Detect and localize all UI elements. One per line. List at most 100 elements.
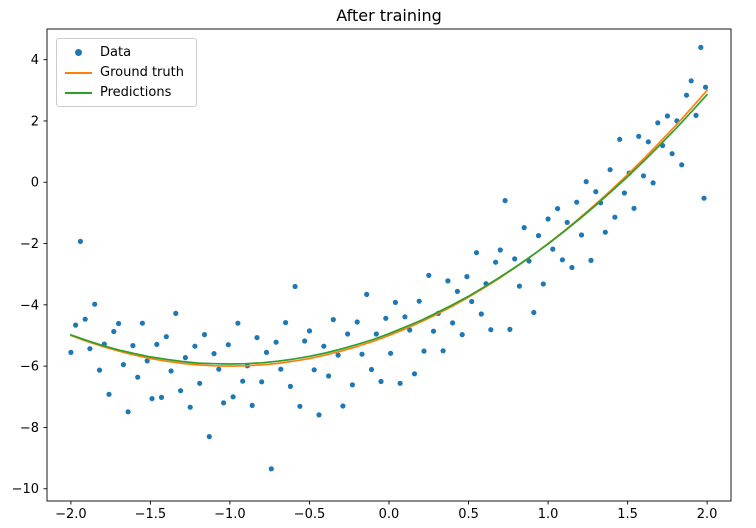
data-point: [125, 409, 131, 415]
data-point: [249, 402, 255, 408]
data-point: [221, 400, 227, 406]
x-tick-label: −1.0: [214, 507, 246, 522]
data-point: [178, 388, 184, 394]
data-point: [96, 367, 103, 373]
data-point: [555, 206, 561, 212]
x-tick-label: 1.0: [538, 507, 559, 522]
data-point: [354, 319, 360, 325]
predictions-line-icon: [65, 91, 92, 94]
data-point: [701, 195, 707, 201]
data-point: [411, 371, 418, 377]
data-point: [564, 219, 570, 225]
data-point: [225, 342, 231, 348]
data-point: [617, 136, 623, 142]
data-point: [235, 320, 241, 326]
data-point: [68, 349, 74, 355]
ground-truth-line: [70, 89, 708, 367]
legend-marker-box: [65, 67, 92, 79]
data-point: [73, 322, 79, 328]
data-point: [197, 380, 203, 386]
data-point: [578, 232, 585, 238]
data-point: [182, 355, 188, 361]
legend-marker-box: [65, 87, 92, 99]
y-axis: −10 −8 −6 −4 −2 0 2 4: [12, 53, 47, 497]
data-point: [540, 281, 546, 287]
data-point: [631, 205, 637, 211]
data-point: [82, 316, 88, 322]
x-axis: −2.0 −1.5 −1.0 −0.5 0.0 0.5 1.0 1.5 2.0: [55, 501, 717, 522]
data-point: [106, 391, 112, 397]
data-point: [273, 339, 279, 345]
data-point: [512, 256, 518, 262]
data-point: [545, 216, 551, 222]
x-tick-label: −2.0: [55, 507, 87, 522]
data-point: [702, 84, 709, 90]
data-point: [116, 320, 122, 327]
data-point: [531, 309, 537, 316]
x-tick-label: 0.5: [458, 507, 479, 522]
x-tick-label: 0.0: [379, 507, 400, 522]
data-point: [139, 320, 145, 326]
data-point: [664, 113, 671, 119]
data-point: [321, 343, 327, 349]
data-point: [326, 373, 332, 379]
y-tick-label: 0: [31, 176, 39, 191]
data-point: [120, 362, 126, 368]
data-point: [493, 259, 499, 265]
data-point: [655, 120, 661, 126]
ground-truth-line-icon: [65, 71, 92, 74]
legend-item-data: Data: [65, 45, 184, 60]
data-point: [636, 133, 642, 139]
data-point: [645, 139, 651, 145]
y-tick-label: −6: [20, 360, 39, 375]
data-point: [154, 341, 160, 347]
y-tick-label: −2: [20, 237, 39, 252]
data-point: [168, 368, 174, 374]
data-point: [278, 366, 284, 372]
data-point: [340, 403, 346, 409]
data-point: [311, 367, 317, 373]
data-point: [135, 374, 141, 380]
data-point: [516, 283, 523, 289]
data-point: [521, 225, 527, 231]
data-point: [388, 350, 394, 356]
legend-item-ground-truth: Ground truth: [65, 65, 184, 80]
data-point: [426, 272, 432, 278]
y-tick-label: 2: [31, 114, 39, 129]
data-point: [574, 199, 580, 205]
data-point: [430, 328, 437, 334]
data-point: [254, 335, 260, 341]
legend-label-predictions: Predictions: [100, 85, 172, 100]
data-point: [640, 173, 647, 179]
data-point: [216, 366, 222, 372]
x-tick-label: 1.5: [617, 507, 638, 522]
y-tick-label: 4: [31, 53, 39, 68]
data-point: [349, 382, 355, 388]
x-tick-label: 2.0: [697, 507, 718, 522]
data-point: [144, 358, 150, 364]
data-point: [488, 327, 494, 333]
data-point: [559, 257, 566, 263]
data-point: [459, 332, 465, 338]
legend-marker-box: [65, 47, 92, 59]
data-point: [583, 179, 589, 185]
data-point: [263, 349, 270, 355]
data-point: [378, 378, 384, 385]
data-point: [407, 327, 413, 333]
data-point: [364, 291, 370, 297]
legend-item-predictions: Predictions: [65, 85, 184, 100]
data-point: [464, 274, 470, 280]
data-point: [669, 151, 675, 157]
data-point: [688, 78, 694, 84]
data-point: [469, 298, 475, 305]
data-point: [550, 246, 556, 252]
data-point: [421, 348, 427, 354]
data-points-series: [68, 44, 709, 472]
data-point: [368, 366, 375, 373]
data-point: [454, 288, 460, 294]
data-point: [292, 283, 298, 290]
data-point: [445, 278, 451, 284]
data-point: [92, 301, 98, 307]
